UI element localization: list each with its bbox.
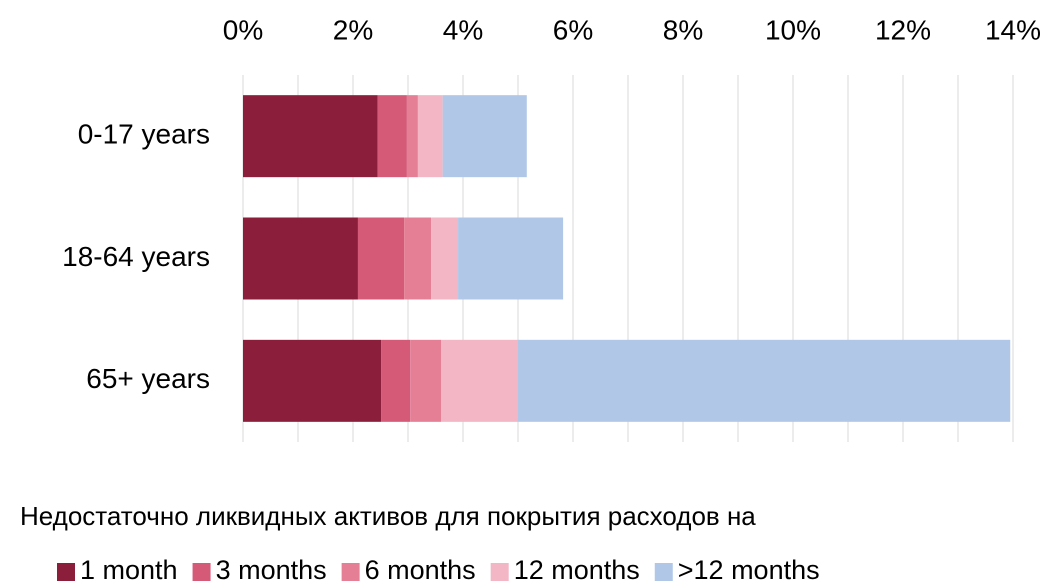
legend-swatch	[654, 563, 673, 581]
bar-segment	[243, 217, 358, 300]
legend-label: >12 months	[678, 555, 820, 585]
x-tick-label: 10%	[765, 14, 821, 45]
bar-segment	[518, 339, 1011, 422]
legend-label: 6 months	[365, 555, 476, 585]
x-tick-label: 6%	[553, 14, 593, 45]
bar-segment	[381, 339, 411, 422]
bar-segment	[243, 95, 378, 178]
legend-label: 12 months	[514, 555, 640, 585]
x-tick-label: 14%	[985, 14, 1041, 45]
legend-swatch	[341, 563, 360, 581]
x-tick-label: 2%	[333, 14, 373, 45]
legend-swatch	[192, 563, 211, 581]
bar-segment	[442, 95, 527, 178]
x-tick-label: 8%	[663, 14, 703, 45]
bar-segment	[377, 95, 407, 178]
bar-segment	[410, 339, 441, 422]
x-tick-label: 4%	[443, 14, 483, 45]
legend-swatch	[490, 563, 509, 581]
bar-segment	[357, 217, 405, 300]
bar-segment	[441, 339, 518, 422]
y-tick-label: 65+ years	[86, 363, 210, 394]
legend-label: 3 months	[216, 555, 327, 585]
bar-segment	[431, 217, 459, 300]
x-tick-label: 0%	[223, 14, 263, 45]
legend-label: 1 month	[80, 555, 178, 585]
bar-segment	[404, 217, 432, 300]
x-axis-label: Недостаточно ликвидных активов для покры…	[20, 501, 756, 531]
bar-segment	[417, 95, 443, 178]
bar-segment	[458, 217, 564, 300]
y-tick-label: 0-17 years	[78, 119, 210, 150]
bar-segment	[243, 339, 382, 422]
y-tick-label: 18-64 years	[62, 241, 210, 272]
legend-swatch	[57, 563, 75, 581]
bar-segment	[406, 95, 418, 178]
x-tick-label: 12%	[875, 14, 931, 45]
